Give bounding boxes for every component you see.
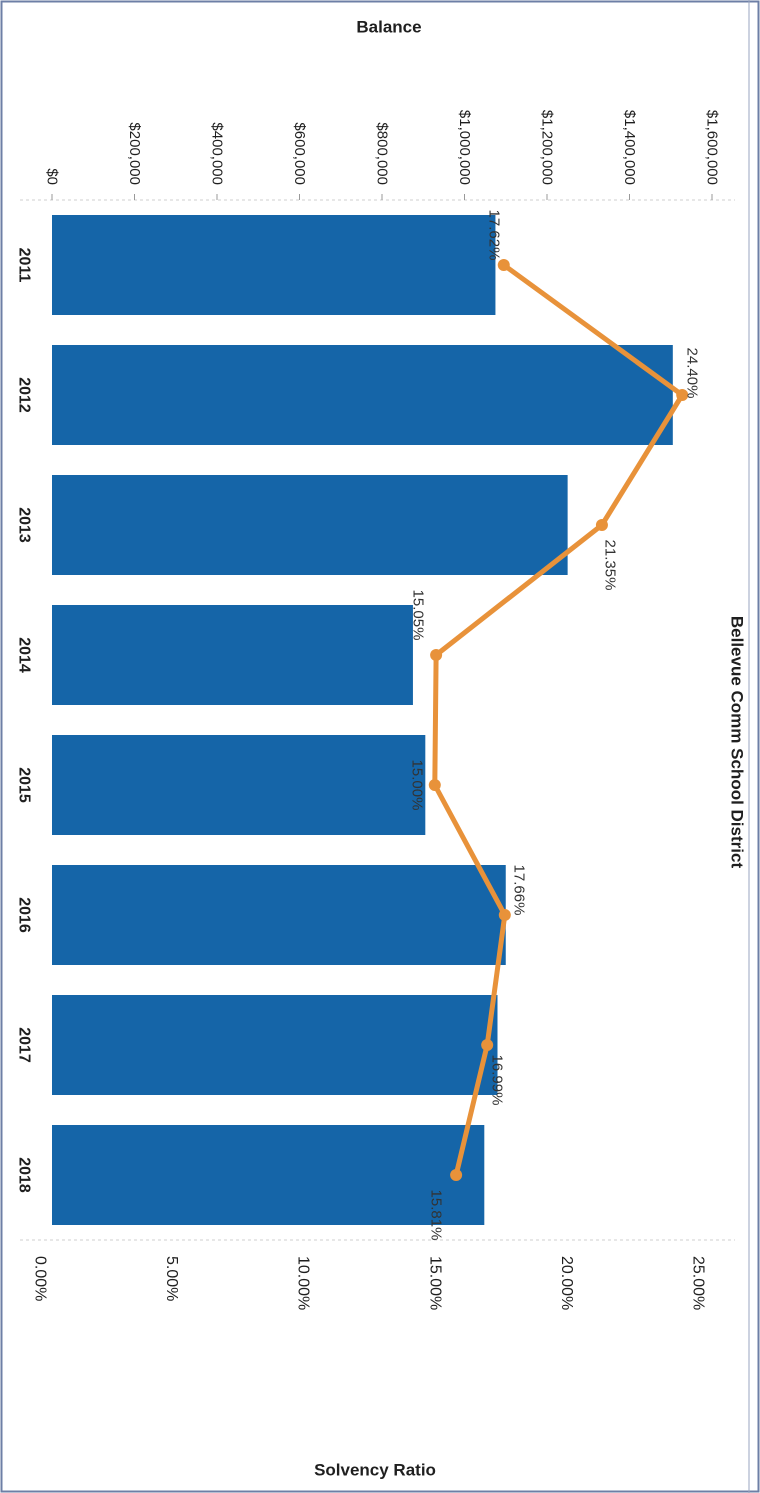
balance-tick-label: $1,000,000 (456, 110, 473, 185)
balance-tick-label: $600,000 (291, 122, 308, 185)
data-label-2016: 17.66% (510, 865, 527, 916)
solvency-point-2018 (450, 1169, 463, 1181)
category-label-2015: 2015 (16, 767, 33, 803)
ratio-tick-label: 0.00% (32, 1256, 49, 1301)
data-label-2013: 21.35% (601, 540, 618, 591)
data-label-2018: 15.81% (428, 1190, 445, 1241)
ratio-tick-label: 10.00% (295, 1256, 312, 1310)
ratio-tick-label: 5.00% (163, 1256, 180, 1301)
category-label-2017: 2017 (16, 1027, 33, 1063)
bar-2017 (52, 995, 498, 1095)
bar-2012 (52, 345, 673, 445)
data-label-2017: 16.99% (489, 1055, 506, 1106)
solvency-point-2011 (497, 259, 510, 271)
data-label-2012: 24.40% (684, 348, 701, 399)
ratio-tick-label: 25.00% (690, 1256, 707, 1310)
bar-2011 (52, 215, 496, 315)
category-label-2016: 2016 (16, 897, 33, 933)
category-label-2018: 2018 (16, 1157, 33, 1193)
bar-2018 (52, 1125, 485, 1225)
bar-2015 (52, 735, 426, 835)
bar-2014 (52, 605, 413, 705)
solvency-ratio-line (432, 262, 685, 1178)
category-label-2013: 2013 (16, 507, 33, 543)
balance-tick-label: $1,400,000 (621, 110, 638, 185)
data-label-2015: 15.00% (408, 760, 425, 811)
solvency-point-2016 (498, 909, 511, 921)
data-label-2014: 15.05% (410, 590, 427, 641)
solvency-point-2014 (430, 649, 443, 661)
solvency-point-2012 (676, 389, 689, 401)
chart-title: Bellevue Comm School District (728, 616, 747, 869)
category-label-2011: 2011 (16, 248, 33, 283)
solvency-point-2015 (428, 779, 441, 791)
solvency-point-2013 (595, 519, 608, 531)
balance-tick-label: $400,000 (209, 122, 226, 185)
ratio-axis-title: Solvency Ratio (314, 1461, 436, 1480)
bar-2013 (52, 475, 568, 575)
data-label-2011: 17.62% (485, 210, 502, 261)
balance-axis-title: Balance (356, 18, 421, 37)
balance-tick-label: $1,200,000 (539, 110, 556, 185)
balance-tick-label: $800,000 (374, 122, 391, 185)
solvency-point-2017 (481, 1039, 494, 1051)
category-label-2014: 2014 (16, 637, 33, 673)
bar-2016 (52, 865, 506, 965)
category-label-2012: 2012 (16, 377, 33, 413)
ratio-tick-label: 15.00% (426, 1256, 443, 1310)
balance-tick-label: $0 (44, 168, 61, 185)
ratio-tick-label: 20.00% (558, 1256, 575, 1310)
balance-tick-label: $200,000 (126, 122, 143, 185)
balance-tick-label: $1,600,000 (704, 110, 721, 185)
